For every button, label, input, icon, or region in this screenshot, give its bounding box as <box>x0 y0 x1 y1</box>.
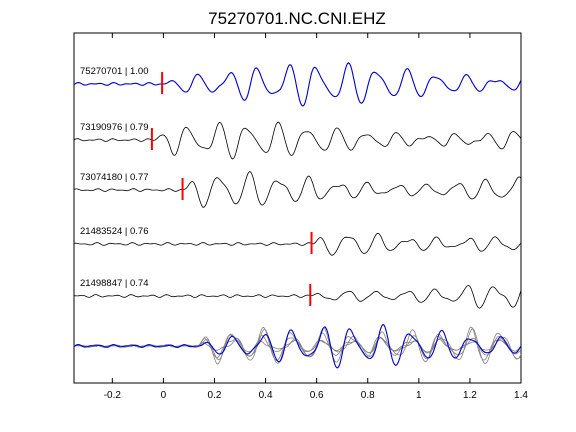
trace-line-5 <box>73 285 522 309</box>
x-tick-label: -0.2 <box>104 390 122 401</box>
labels-group: 75270701 | 1.00 73190976 | 0.79 73074180 |… <box>80 66 149 289</box>
trace-label-4: 21483524 | 0.76 <box>80 226 149 237</box>
traces-group <box>73 62 522 309</box>
x-tick-label: 1 <box>416 390 422 401</box>
trace-line-1 <box>73 62 522 107</box>
x-tick-label: 0.8 <box>361 390 375 401</box>
x-tick-label: 0.4 <box>259 390 273 401</box>
picks-group <box>150 72 313 306</box>
x-axis: -0.2 0 0.2 0.4 0.6 0.8 1 1.2 1.4 <box>104 33 528 401</box>
overlay-trace-1 <box>73 324 522 369</box>
trace-line-3 <box>73 171 522 208</box>
overlay-group <box>73 324 522 369</box>
chart-title: 75270701.NC.CNI.EHZ <box>208 9 386 28</box>
trace-label-2: 73190976 | 0.79 <box>80 122 149 133</box>
trace-label-5: 21498847 | 0.74 <box>80 278 149 289</box>
x-tick-label: 0.2 <box>208 390 222 401</box>
trace-label-1: 75270701 | 1.00 <box>80 66 149 77</box>
x-tick-label: 1.4 <box>514 390 528 401</box>
trace-label-3: 73074180 | 0.77 <box>80 172 149 183</box>
trace-line-2 <box>73 121 522 160</box>
trace-line-4 <box>73 232 522 256</box>
x-tick-label: 0 <box>161 390 167 401</box>
x-tick-label: 1.2 <box>463 390 477 401</box>
x-tick-label: 0.6 <box>310 390 324 401</box>
